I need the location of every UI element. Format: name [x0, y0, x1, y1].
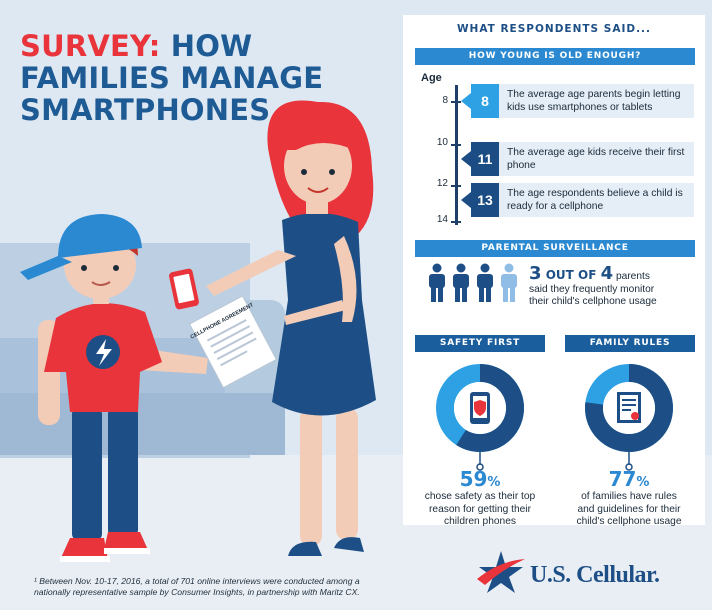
safety-donut-chart	[436, 364, 524, 452]
us-cellular-star-logo	[477, 551, 525, 593]
safety-first-heading: SAFETY FIRST	[415, 335, 545, 352]
survey-footnote: ¹ Between Nov. 10-17, 2016, a total of 7…	[34, 576, 360, 597]
surveillance-heading: PARENTAL SURVEILLANCE	[415, 240, 695, 257]
rules-line3: child's cellphone usage	[576, 516, 682, 527]
surveillance-line3: their child's cellphone usage	[529, 296, 657, 307]
arrow-pointer	[461, 192, 471, 208]
fraction-numerator: 3	[529, 263, 542, 284]
age-axis-label: Age	[421, 72, 442, 84]
connector-line	[476, 449, 484, 471]
rules-description: of families have rules and guidelines fo…	[558, 491, 700, 529]
percent-sign: %	[636, 475, 650, 490]
safety-percent-value: 59	[459, 467, 488, 491]
boy-character	[20, 214, 208, 562]
safety-line1: chose safety as their top	[424, 491, 536, 502]
tick-label-12: 12	[436, 178, 448, 189]
person-icon	[501, 263, 517, 302]
age-section-heading: HOW YOUNG IS OLD ENOUGH?	[415, 48, 695, 65]
safety-description: chose safety as their top reason for get…	[409, 491, 551, 529]
age-row-first-use: 8 The average age parents begin letting …	[461, 84, 694, 118]
age-row-first-phone: 11 The average age kids receive their fi…	[461, 142, 694, 176]
fraction-denominator: 4	[600, 263, 614, 284]
title-how-word: HOW	[160, 29, 253, 63]
arrow-pointer	[461, 93, 471, 109]
age-row-ready: 13 The age respondents believe a child i…	[461, 183, 694, 217]
title-line3: SMARTPHONES	[20, 93, 271, 127]
rules-percent: 77%	[559, 467, 699, 491]
connector-line	[625, 449, 633, 471]
parents-icon-group	[429, 263, 517, 302]
age-axis-line	[455, 85, 458, 225]
shield-phone-icon	[470, 392, 490, 424]
cellphone-agreement-paper: CELLPHONE AGREEMENT	[188, 295, 278, 389]
safety-line3: children phones	[444, 516, 516, 527]
fraction-out-of: OUT OF	[541, 268, 601, 282]
tick-mark	[451, 221, 461, 223]
person-icon	[429, 263, 445, 302]
panel-title: WHAT RESPONDENTS SAID...	[456, 23, 652, 35]
us-cellular-wordmark: U.S. Cellular.	[530, 562, 660, 588]
title-line2: FAMILIES MANAGE	[20, 61, 324, 95]
tick-mark	[451, 101, 461, 103]
surveillance-line2: said they frequently monitor	[529, 283, 655, 295]
tick-label-10: 10	[436, 137, 448, 148]
safety-percent: 59%	[410, 467, 550, 491]
tick-label-14: 14	[436, 214, 448, 225]
percent-sign: %	[487, 475, 501, 490]
family-rules-heading: FAMILY RULES	[565, 335, 695, 352]
title-survey-word: SURVEY:	[20, 29, 161, 63]
age-description: The age respondents believe a child is r…	[507, 188, 683, 212]
tick-mark	[451, 144, 461, 146]
page-title: SURVEY: HOW FAMILIES MANAGE SMARTPHONES	[20, 30, 323, 126]
rules-line1: of families have rules	[581, 491, 677, 502]
person-icon	[477, 263, 493, 302]
tick-label-8: 8	[442, 95, 448, 106]
respondents-panel: WHAT RESPONDENTS SAID... HOW YOUNG IS OL…	[403, 15, 705, 527]
age-number: 11	[471, 142, 499, 176]
age-number: 13	[471, 183, 499, 217]
rules-line2: and guidelines for their	[577, 503, 681, 515]
donut-value-arc	[436, 364, 524, 452]
donut-value-arc	[585, 364, 673, 452]
document-icon	[617, 392, 641, 423]
arrow-pointer	[461, 151, 471, 167]
person-icon	[453, 263, 469, 302]
mom-character	[169, 100, 376, 556]
rules-donut-chart	[585, 364, 673, 452]
rules-percent-value: 77	[608, 467, 637, 491]
age-number: 8	[471, 84, 499, 118]
surveillance-stat: 3 OUT OF 4 parents said they frequently …	[529, 265, 657, 309]
age-description: The average age parents begin letting ki…	[507, 89, 681, 113]
age-description: The average age kids receive their first…	[507, 147, 685, 171]
safety-line2: reason for getting their	[429, 503, 531, 515]
surveillance-parents-word: parents	[613, 271, 650, 282]
tick-mark	[451, 185, 461, 187]
smartphone-icon	[169, 268, 199, 310]
